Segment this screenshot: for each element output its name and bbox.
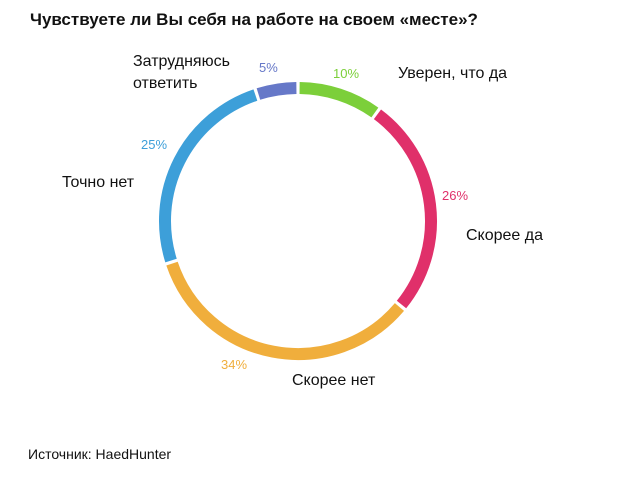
donut-segment (299, 82, 379, 118)
donut-segment (373, 109, 437, 309)
value-label: 25% (141, 137, 168, 152)
value-label: 26% (442, 188, 469, 203)
value-label: 34% (221, 357, 248, 372)
category-label: Скорее нет (292, 372, 376, 389)
source: Источник: HaedHunter (28, 446, 172, 462)
value-label: 5% (259, 60, 278, 75)
donut-segment (159, 89, 258, 263)
value-label: 10% (333, 66, 360, 81)
donut-segment (166, 261, 405, 360)
category-label: Уверен, что да (398, 65, 508, 82)
category-label: Скорее да (466, 227, 544, 244)
donut-segment (256, 82, 297, 100)
category-label: Затрудняюсь ответить (133, 53, 230, 92)
chart-title: Чувствуете ли Вы себя на работе на своем… (30, 10, 478, 29)
category-label: Точно нет (62, 174, 135, 191)
